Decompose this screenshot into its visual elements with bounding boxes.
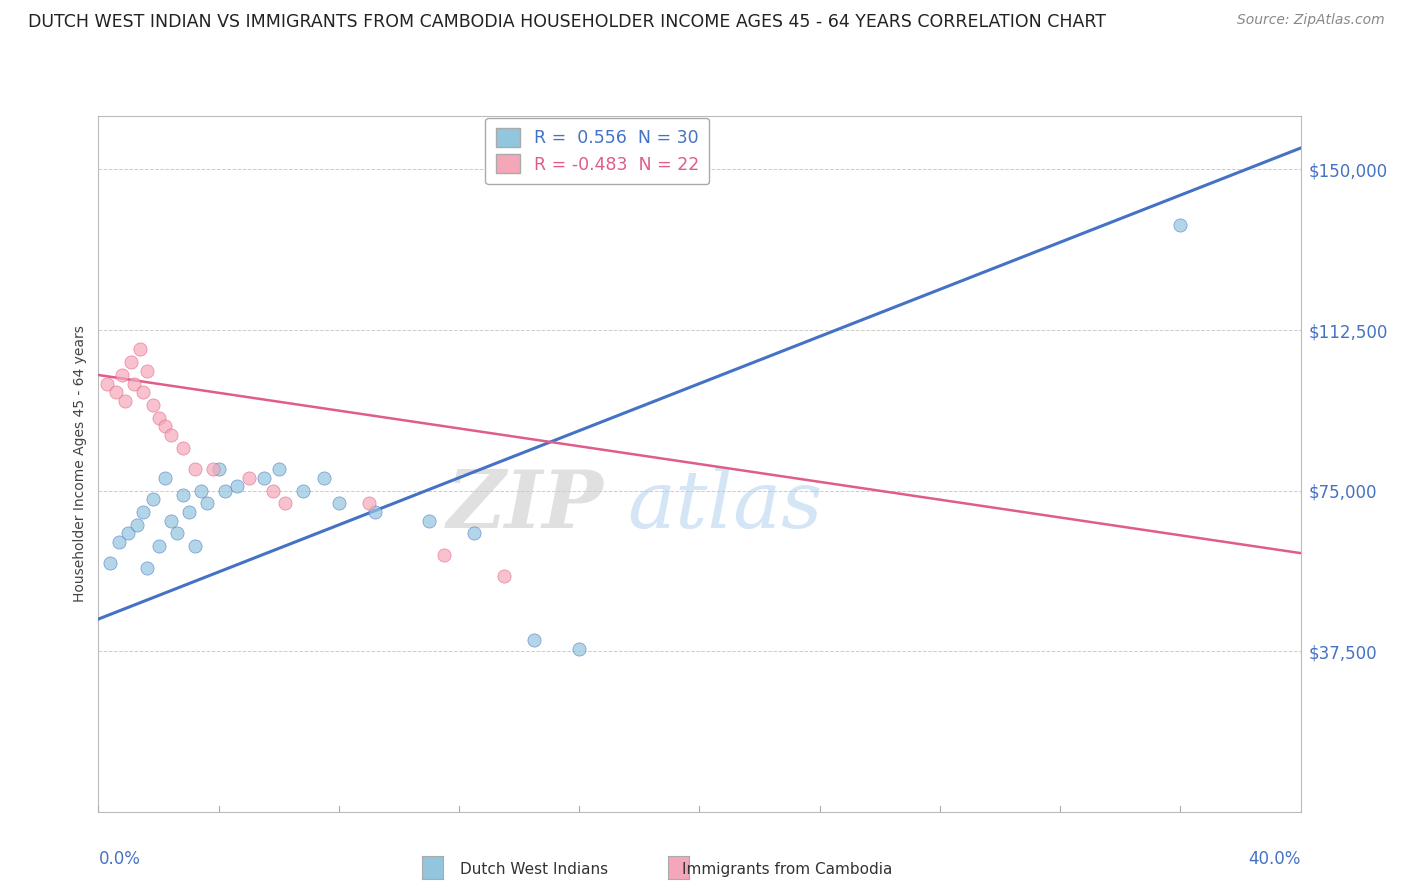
Point [568,642,591,657]
Point [177,505,200,519]
Point [328,496,350,510]
Text: ZIP: ZIP [447,467,603,544]
Point [433,548,456,562]
Point [135,560,157,574]
Point [132,385,155,400]
Point [357,496,380,510]
Point [418,514,440,528]
Point [117,526,139,541]
Point [141,492,163,507]
Point [523,633,546,648]
Y-axis label: Householder Income Ages 45 - 64 years: Householder Income Ages 45 - 64 years [73,326,87,602]
Legend: R =  0.556  N = 30, R = -0.483  N = 22: R = 0.556 N = 30, R = -0.483 N = 22 [485,118,710,184]
Point [494,569,516,583]
Text: atlas: atlas [627,467,823,544]
Point [127,517,149,532]
Point [190,483,212,498]
Point [132,505,155,519]
Point [1170,218,1192,232]
Point [274,496,297,510]
Point [225,479,247,493]
Point [148,539,170,553]
Point [172,441,194,455]
Point [238,471,260,485]
Point [183,539,205,553]
Point [129,343,152,357]
Point [148,410,170,425]
Point [364,505,387,519]
Point [172,488,194,502]
Point [183,462,205,476]
Point [114,393,136,408]
Point [124,376,146,391]
Text: 40.0%: 40.0% [1249,850,1301,868]
Point [201,462,224,476]
Text: Immigrants from Cambodia: Immigrants from Cambodia [682,863,893,877]
Point [262,483,284,498]
Point [135,364,157,378]
Text: Source: ZipAtlas.com: Source: ZipAtlas.com [1237,13,1385,28]
Point [111,368,134,382]
Point [153,419,176,434]
Point [214,483,236,498]
Point [195,496,218,510]
Point [100,557,122,571]
Point [253,471,276,485]
Point [463,526,485,541]
Point [291,483,314,498]
Point [166,526,188,541]
Point [159,428,181,442]
Point [153,471,176,485]
Point [267,462,290,476]
Point [108,535,131,549]
Point [121,355,143,369]
Point [141,398,163,412]
Text: DUTCH WEST INDIAN VS IMMIGRANTS FROM CAMBODIA HOUSEHOLDER INCOME AGES 45 - 64 YE: DUTCH WEST INDIAN VS IMMIGRANTS FROM CAM… [28,13,1107,31]
Point [312,471,335,485]
Point [159,514,181,528]
Text: 0.0%: 0.0% [98,850,141,868]
Point [96,376,118,391]
Point [105,385,128,400]
Point [208,462,231,476]
Text: Dutch West Indians: Dutch West Indians [460,863,609,877]
